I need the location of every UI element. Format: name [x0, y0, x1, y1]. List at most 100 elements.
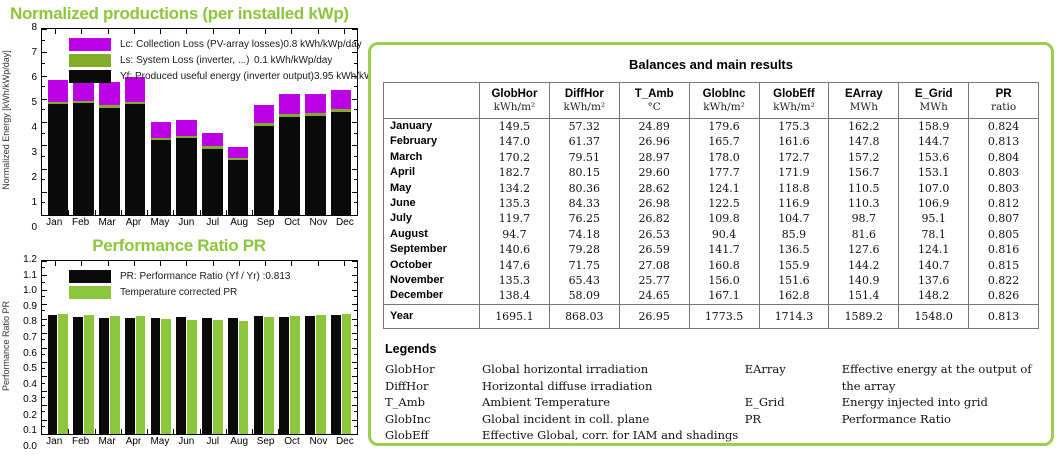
value-cell: 178.0 [688, 149, 759, 166]
legend-swatch [69, 37, 111, 51]
value-cell: 167.1 [688, 288, 759, 305]
value-cell: 172.7 [758, 149, 829, 166]
value-cell: 0.822 [968, 273, 1039, 289]
y-tick-label: 0.1 [23, 425, 37, 437]
axis-tick [42, 318, 47, 320]
axis-minor-tick [354, 339, 357, 341]
bar-segment-ls [73, 100, 94, 104]
x-tick-label: Nov [309, 436, 328, 447]
axis-minor-tick [354, 411, 357, 413]
bar-nov [305, 94, 326, 215]
axis-tick [42, 145, 47, 147]
normalized-chart-title: Normalized productions (per installed kW… [10, 4, 349, 23]
bar-oct [279, 94, 300, 215]
axis-tick [120, 429, 122, 434]
value-cell: 71.75 [548, 257, 620, 274]
x-tick-label: Oct [284, 436, 300, 447]
bar-segment-lc [305, 94, 326, 114]
y-tick-label: 1 [31, 197, 37, 208]
axis-minor-tick [42, 339, 45, 341]
value-cell: 171.9 [758, 165, 829, 181]
bar-segment-yf [47, 104, 69, 215]
axis-tick [133, 261, 135, 266]
axis-tick [352, 145, 357, 147]
axis-tick [352, 419, 357, 421]
legend-description: Energy injected into grid [841, 395, 988, 410]
table-row: May 134.2 80.36 28.62 124.1 118.8 110.5 107.0 0.… [384, 180, 1039, 197]
axis-minor-tick [42, 296, 45, 298]
bar-segment-yf [73, 103, 94, 215]
value-cell: 148.2 [898, 288, 969, 305]
column-unit: MWh [898, 100, 969, 119]
month-cell: July [390, 212, 413, 225]
axis-tick [352, 347, 357, 349]
x-tick-label: Sep [256, 436, 275, 447]
value-cell: 140.9 [828, 273, 899, 289]
bar-segment-ls [150, 138, 172, 141]
bar-segment-ls [279, 114, 300, 117]
axis-minor-tick [354, 396, 357, 398]
value-cell: 147.8 [828, 134, 899, 150]
value-cell: 170.2 [479, 149, 550, 166]
balances-table: GlobHor DiffHor T_Amb GlobInc GlobEff EArray E… [383, 82, 1039, 330]
axis-tick [42, 304, 47, 306]
value-cell: 175.3 [758, 118, 829, 135]
legend-value: 0.8 kWh/kWp/day [283, 38, 362, 50]
axis-tick [352, 304, 357, 306]
column-unit: kWh/m² [479, 100, 550, 119]
bar-segment-ls [47, 101, 69, 105]
value-cell: 106.9 [898, 196, 969, 212]
axis-minor-tick [42, 310, 45, 312]
value-cell: 124.1 [688, 180, 759, 197]
x-tick-label: May [150, 217, 170, 228]
column-unit [383, 100, 480, 119]
bar-sep-pr [253, 316, 264, 434]
bar-dec-pr [330, 314, 341, 434]
axis-minor-tick [354, 62, 357, 64]
bar-slot [328, 29, 354, 215]
axis-minor-tick [354, 179, 357, 181]
axis-tick [352, 52, 357, 54]
year-value-cell: 1548.0 [898, 303, 969, 329]
bar-oct-prcorr [290, 315, 300, 434]
y-tick-label: 0.8 [23, 316, 37, 328]
x-tick-label: Jul [206, 217, 220, 228]
legend-item: Yf: Produced useful energy (inverter out… [69, 68, 398, 84]
column-unit: ratio [968, 100, 1039, 119]
value-cell: 141.7 [688, 242, 759, 258]
bar-jan-prcorr [58, 313, 69, 434]
axis-tick [212, 29, 214, 34]
axis-minor-tick [354, 109, 357, 111]
axis-tick [252, 210, 253, 215]
legend-entry: PR Performance Ratio [745, 411, 1039, 428]
axis-tick [55, 261, 57, 266]
bar-dec-prcorr [341, 314, 352, 434]
y-tick-label: 0.7 [23, 331, 37, 343]
pr-plot-stack: PR: Performance Ratio (Yf / Yr) :0.813 Te… [41, 260, 358, 447]
axis-tick [352, 289, 357, 291]
bar-slot [277, 261, 303, 434]
legend-item: Lc: Collection Loss (PV-array losses) 0.8… [69, 36, 362, 52]
bar-segment-ls [330, 109, 352, 112]
bar-segment-ls [305, 113, 326, 116]
axis-tick [42, 434, 47, 435]
legends-right-column: EArray Effective energy at the output of … [745, 361, 1039, 444]
bar-segment-lc [253, 105, 275, 124]
value-cell: 26.96 [618, 134, 690, 150]
value-cell: 156.0 [688, 273, 759, 289]
legend-value: 0.813 [265, 270, 291, 282]
year-value-cell: 1714.3 [758, 303, 829, 329]
year-value-cell: 0.813 [968, 303, 1039, 329]
axis-minor-tick [42, 155, 45, 157]
bar-segment-lc [279, 94, 300, 115]
legend-swatch [69, 53, 111, 67]
bar-aug-prcorr [238, 321, 249, 434]
charts-column: Normalized productions (per installed kW… [0, 0, 398, 466]
value-cell: 26.53 [618, 226, 690, 243]
axis-minor-tick [42, 202, 45, 204]
table-row: April 182.7 80.15 29.60 177.7 171.9 156.7 153.1… [384, 165, 1039, 181]
axis-tick [42, 75, 47, 77]
bar-slot [200, 29, 226, 215]
table-row: August 94.7 74.18 26.53 90.4 85.9 81.6 78.1 0.80… [384, 226, 1039, 243]
axis-tick [278, 429, 280, 434]
